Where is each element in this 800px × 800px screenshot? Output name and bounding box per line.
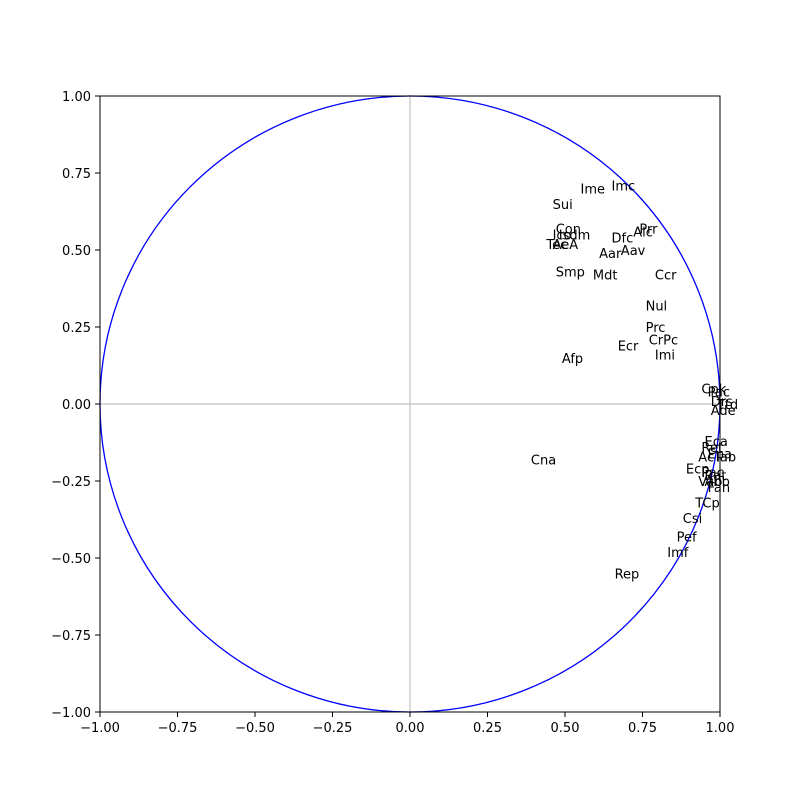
point-label-dfc: Dfc xyxy=(612,232,634,247)
point-label-sui: Sui xyxy=(553,198,573,213)
point-label-con: Con xyxy=(556,222,581,237)
point-label-afp: Afp xyxy=(562,352,583,367)
point-label-fan: Fan xyxy=(708,481,731,496)
point-label-imc: Imc xyxy=(612,179,636,194)
point-label-ecr: Ecr xyxy=(618,339,639,354)
axes-layer: −1.00 −0.75 −0.50 −0.25 0.00 0.25 0.50 0.75 1.00… xyxy=(51,90,734,736)
x-tick-label: 1.00 xyxy=(706,721,735,736)
point-label-smp: Smp xyxy=(556,266,585,281)
x-tick-label: −0.25 xyxy=(313,721,353,736)
point-label-rat: Rat xyxy=(705,469,727,484)
point-label-imf: Imf xyxy=(667,546,688,561)
y-tick-label: 1.00 xyxy=(62,90,91,105)
point-label-imi: Imi xyxy=(655,349,675,364)
point-label-eca: Eca xyxy=(705,435,728,450)
y-tick-label: −0.25 xyxy=(51,475,91,490)
x-tick-label: 0.75 xyxy=(628,721,657,736)
y-tick-label: −1.00 xyxy=(51,706,91,721)
point-label-ahb: Ahb xyxy=(705,475,730,490)
point-label-aar: Aar xyxy=(599,247,622,262)
point-label-ccr: Ccr xyxy=(655,269,677,284)
y-tick-label: 0.75 xyxy=(62,167,91,182)
x-tick-label: −1.00 xyxy=(80,721,120,736)
x-tick-label: 0.25 xyxy=(473,721,502,736)
point-label-aav: Aav xyxy=(621,244,646,259)
point-label-rep: Rep xyxy=(615,567,640,582)
point-label-pac: Pac xyxy=(701,466,723,481)
x-tick-label: 0.50 xyxy=(551,721,580,736)
point-label-ico: Ico xyxy=(553,229,572,244)
point-label-mdt: Mdt xyxy=(593,269,618,284)
point-label-alc: Alc xyxy=(633,226,653,241)
point-label-vab: Vab xyxy=(698,475,722,490)
point-label-drs: Drs xyxy=(711,395,733,410)
point-label-aea: AeA xyxy=(553,238,579,253)
point-label-tec: Tec xyxy=(545,238,567,253)
point-label-cna: Cna xyxy=(531,453,556,468)
point-label-actab: AcTab xyxy=(698,450,736,465)
point-label-crpc: CrPc xyxy=(649,333,678,348)
y-tick-label: 0.00 xyxy=(62,398,91,413)
point-label-prc: Prc xyxy=(646,321,666,336)
x-tick-label: 0.00 xyxy=(396,721,425,736)
point-label-ecp: Ecp xyxy=(686,463,710,478)
point-label-ttd: Ttd xyxy=(716,398,738,413)
point-label-pef: Pef xyxy=(677,530,697,545)
x-tick-label: −0.50 xyxy=(235,721,275,736)
y-tick-label: 0.50 xyxy=(62,244,91,259)
point-label-ret: Ret xyxy=(701,441,723,456)
y-tick-label: −0.75 xyxy=(51,629,91,644)
point-label-ade: Ade xyxy=(711,404,736,419)
y-tick-label: 0.25 xyxy=(62,321,91,336)
x-tick-label: −0.75 xyxy=(158,721,198,736)
point-label-tcp: TCp xyxy=(694,497,720,512)
point-label-pac: Pac xyxy=(708,386,730,401)
y-tick-label: −0.50 xyxy=(51,552,91,567)
point-label-csi: Csi xyxy=(683,512,702,527)
point-label-nul: Nul xyxy=(646,299,668,314)
point-label-ime: Ime xyxy=(581,182,606,197)
point-label-isdm: Isdm xyxy=(559,229,591,244)
point-label-prr: Prr xyxy=(639,222,658,237)
